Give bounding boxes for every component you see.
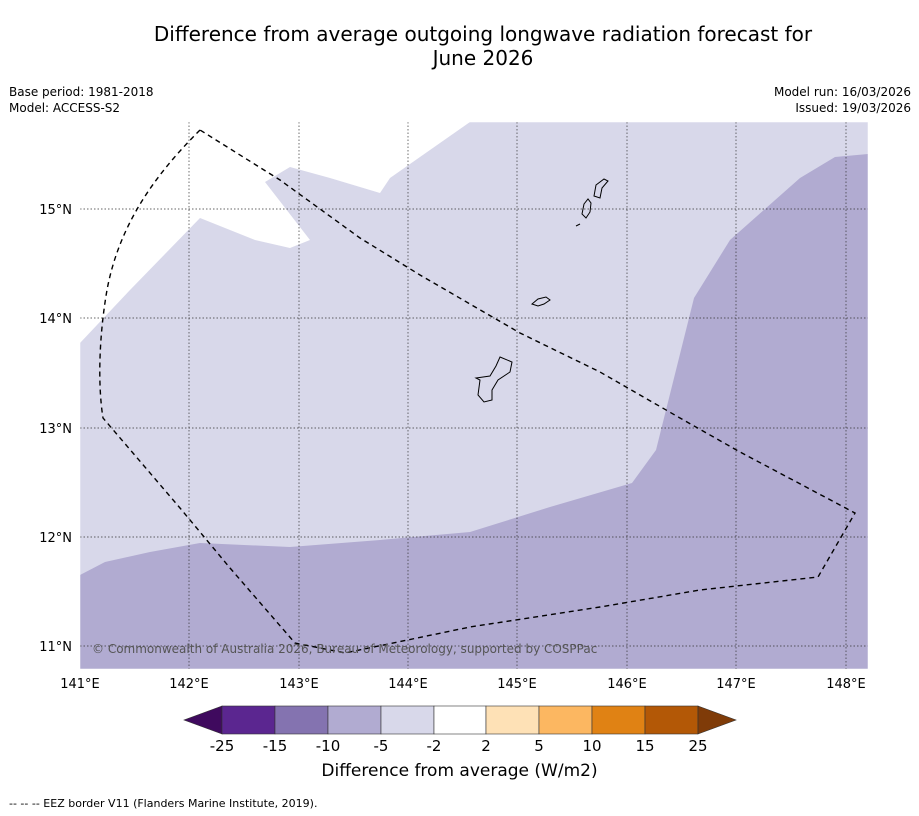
colorbar-arrow-low (183, 705, 223, 735)
base-period: Base period: 1981-2018 (9, 85, 154, 99)
lon-label-143e: 143°E (279, 677, 319, 692)
island-aguijan (575, 223, 581, 227)
meta-right: Model run: 16/03/2026 Issued: 19/03/2026 (774, 84, 911, 116)
lon-label-147e: 147°E (716, 677, 756, 692)
colorbar-bin-7 (538, 705, 593, 735)
lat-label-11n: 11°N (39, 640, 72, 655)
meta-left: Base period: 1981-2018 Model: ACCESS-S2 (9, 84, 154, 116)
lon-label-141e: 141°E (60, 677, 100, 692)
lon-label-144e: 144°E (388, 677, 428, 692)
cb-tick-8: 10 (582, 737, 601, 755)
lon-label-148e: 148°E (826, 677, 866, 692)
model-name: Model: ACCESS-S2 (9, 101, 121, 115)
colorbar-bin-4 (380, 705, 435, 735)
issued-date: Issued: 19/03/2026 (795, 101, 911, 115)
cb-tick-9: 15 (635, 737, 654, 755)
colorbar-bin-8 (591, 705, 646, 735)
lat-label-12n: 12°N (39, 531, 72, 546)
cb-tick-5: -2 (427, 737, 442, 755)
island-tinian (581, 198, 592, 219)
islands (474, 178, 609, 403)
colorbar (183, 705, 737, 735)
footnote-eez: -- -- -- EEZ border V11 (Flanders Marine… (9, 797, 318, 810)
title-line-1: Difference from average outgoing longwav… (153, 22, 813, 46)
colorbar-bin-3 (327, 705, 382, 735)
lon-label-145e: 145°E (497, 677, 537, 692)
island-guam (474, 356, 513, 403)
map-area: © Commonwealth of Australia 2026, Bureau… (80, 122, 868, 669)
colorbar-bin-2 (274, 705, 329, 735)
anomaly-region-medium (80, 154, 868, 669)
cb-tick-10: 25 (688, 737, 707, 755)
cb-tick-2: -15 (263, 737, 288, 755)
lon-labels: 141°E 142°E 143°E 144°E 145°E 146°E 147°… (60, 677, 866, 692)
island-rota (530, 296, 551, 307)
grid-lines (80, 122, 868, 669)
lat-label-14n: 14°N (39, 312, 72, 327)
colorbar-bin-6 (485, 705, 540, 735)
lon-label-142e: 142°E (169, 677, 209, 692)
colorbar-bin-9 (644, 705, 699, 735)
cb-tick-1: -25 (210, 737, 235, 755)
map-frame (79, 121, 869, 670)
lat-label-13n: 13°N (39, 422, 72, 437)
cb-tick-4: -5 (374, 737, 389, 755)
title-line-2: June 2026 (432, 46, 534, 70)
colorbar-arrow-high (697, 705, 737, 735)
colorbar-ticks: -25 -15 -10 -5 -2 2 5 10 15 25 (210, 737, 708, 755)
copyright-text: © Commonwealth of Australia 2026, Bureau… (92, 642, 597, 656)
lon-label-146e: 146°E (607, 677, 647, 692)
cb-tick-3: -10 (316, 737, 341, 755)
lat-label-15n: 15°N (39, 203, 72, 218)
colorbar-bin-1 (221, 705, 276, 735)
island-saipan (593, 178, 609, 199)
model-run: Model run: 16/03/2026 (773, 85, 911, 99)
lat-labels: 15°N 14°N 13°N 12°N 11°N (39, 203, 72, 655)
cb-tick-7: 5 (534, 737, 544, 755)
colorbar-bin-5 (433, 705, 487, 735)
colorbar-title: Difference from average (W/m2) (321, 761, 598, 781)
cb-tick-6: 2 (481, 737, 491, 755)
chart-title: Difference from average outgoing longwav… (0, 22, 919, 70)
